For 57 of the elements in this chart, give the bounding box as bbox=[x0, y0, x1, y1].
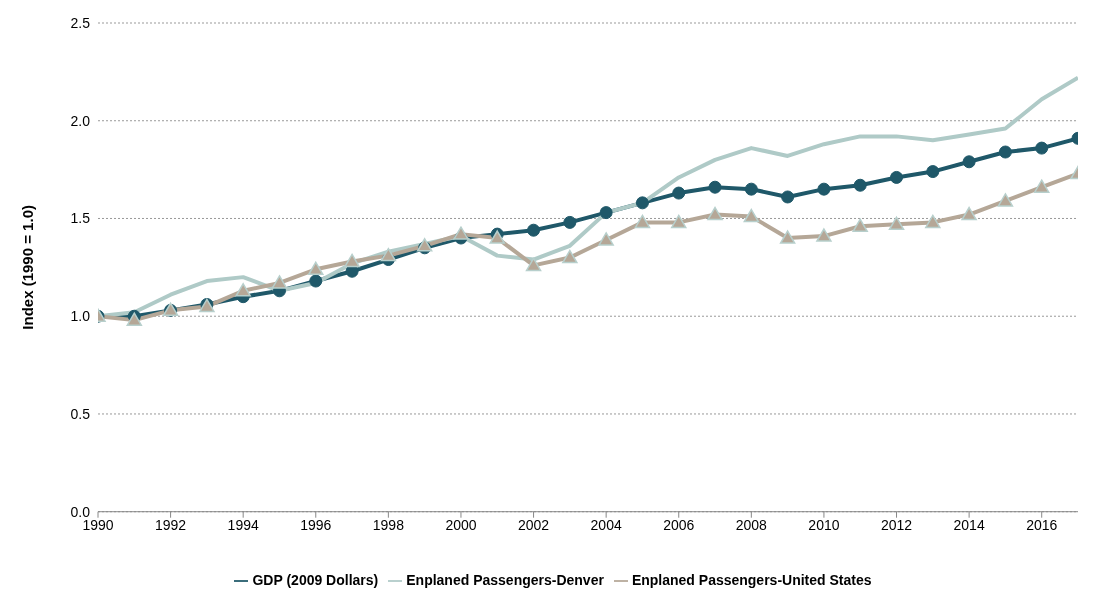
point bbox=[962, 155, 976, 169]
legend-label: Enplaned Passengers-Denver bbox=[406, 571, 604, 588]
point bbox=[527, 223, 541, 237]
point bbox=[925, 214, 941, 229]
x-tick-label: 1996 bbox=[300, 516, 332, 533]
point bbox=[380, 247, 397, 262]
x-tick-label: 1992 bbox=[155, 516, 187, 533]
point bbox=[708, 180, 722, 194]
point bbox=[997, 193, 1014, 207]
point bbox=[743, 208, 760, 223]
point bbox=[599, 206, 613, 220]
x-tick-label: 1998 bbox=[372, 516, 405, 533]
x-tick-label: 2016 bbox=[1026, 516, 1058, 533]
point bbox=[635, 196, 649, 210]
point bbox=[998, 145, 1012, 159]
point bbox=[926, 165, 940, 179]
x-tick-label: 1994 bbox=[227, 516, 259, 533]
x-tick-label: 2010 bbox=[808, 516, 840, 533]
x-tick-label: 2000 bbox=[445, 516, 477, 533]
point bbox=[308, 261, 324, 276]
legend-label: GDP (2009 Dollars) bbox=[252, 571, 379, 588]
point bbox=[670, 214, 687, 229]
point bbox=[634, 214, 651, 229]
point bbox=[598, 232, 614, 246]
point bbox=[852, 218, 868, 233]
x-tick-label: 2004 bbox=[590, 516, 622, 533]
legend-label: Enplaned Passengers-United States bbox=[631, 571, 872, 588]
x-tick-label: 2006 bbox=[663, 516, 695, 533]
point bbox=[562, 249, 578, 264]
point bbox=[817, 182, 831, 196]
point bbox=[525, 257, 542, 272]
point bbox=[1035, 141, 1049, 155]
point bbox=[961, 206, 977, 221]
point bbox=[309, 274, 323, 288]
point bbox=[781, 190, 795, 204]
point bbox=[563, 215, 577, 229]
y-tick-label: 2.5 bbox=[70, 14, 91, 31]
point bbox=[707, 206, 723, 221]
point bbox=[888, 216, 905, 231]
x-tick-label: 2012 bbox=[880, 516, 913, 533]
y-tick-label: 2.0 bbox=[70, 112, 91, 129]
x-tick-label: 2014 bbox=[953, 516, 985, 533]
point bbox=[890, 170, 904, 184]
y-tick-label: 1.5 bbox=[70, 210, 91, 227]
point bbox=[1033, 179, 1050, 193]
point bbox=[779, 230, 796, 244]
point bbox=[235, 283, 251, 297]
point bbox=[672, 186, 686, 200]
y-tick-label: 0.5 bbox=[70, 405, 91, 422]
y-axis-title: Index (1990 = 1.0) bbox=[19, 205, 37, 330]
point bbox=[816, 228, 832, 242]
y-tick-label: 1.0 bbox=[70, 308, 91, 325]
point bbox=[271, 275, 288, 289]
x-tick-label: 2002 bbox=[517, 516, 550, 533]
point bbox=[853, 178, 867, 192]
x-tick-label: 2008 bbox=[735, 516, 768, 533]
point bbox=[744, 182, 758, 196]
